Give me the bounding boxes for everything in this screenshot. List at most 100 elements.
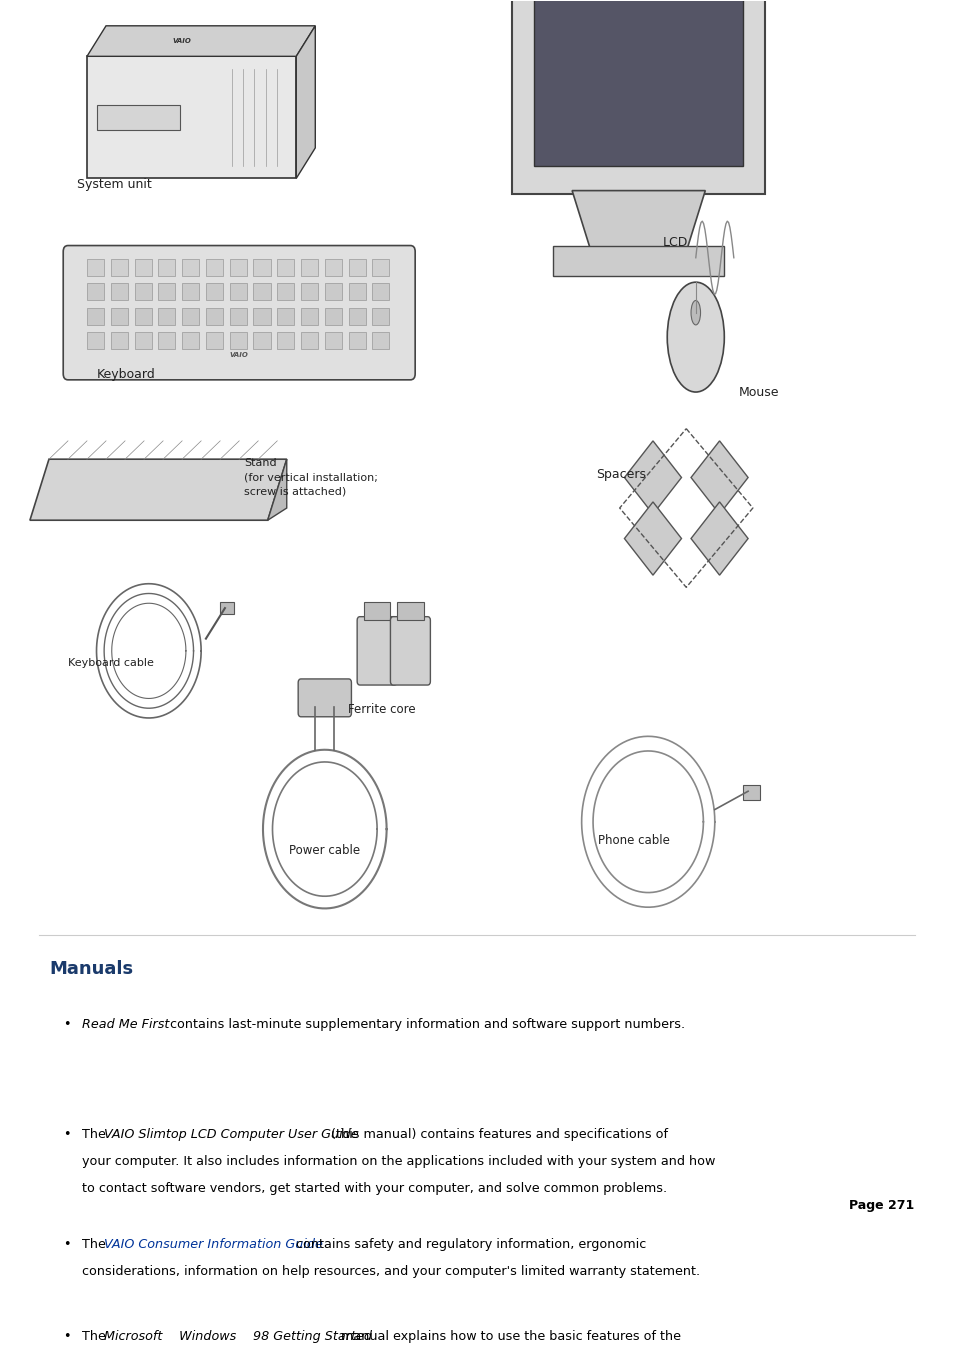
FancyBboxPatch shape (87, 308, 104, 324)
FancyBboxPatch shape (301, 259, 317, 276)
FancyBboxPatch shape (158, 284, 175, 300)
Text: System unit: System unit (77, 178, 152, 192)
FancyBboxPatch shape (372, 308, 389, 324)
FancyBboxPatch shape (253, 332, 271, 350)
Polygon shape (690, 440, 747, 515)
FancyBboxPatch shape (158, 259, 175, 276)
FancyBboxPatch shape (220, 603, 234, 615)
Text: LCD: LCD (661, 236, 687, 249)
Polygon shape (87, 26, 314, 57)
Polygon shape (690, 503, 747, 576)
FancyBboxPatch shape (348, 308, 365, 324)
Polygon shape (296, 26, 314, 178)
FancyBboxPatch shape (87, 259, 104, 276)
Text: The: The (82, 1238, 110, 1251)
FancyBboxPatch shape (134, 308, 152, 324)
Text: (this manual) contains features and specifications of: (this manual) contains features and spec… (326, 1128, 667, 1142)
FancyBboxPatch shape (96, 105, 180, 130)
FancyBboxPatch shape (277, 284, 294, 300)
FancyBboxPatch shape (372, 284, 389, 300)
Text: manual explains how to use the basic features of the: manual explains how to use the basic fea… (336, 1329, 680, 1343)
Text: Ferrite core: Ferrite core (348, 704, 416, 716)
FancyBboxPatch shape (206, 259, 223, 276)
FancyBboxPatch shape (111, 308, 128, 324)
FancyBboxPatch shape (206, 284, 223, 300)
FancyBboxPatch shape (742, 785, 760, 800)
FancyBboxPatch shape (134, 259, 152, 276)
FancyBboxPatch shape (158, 332, 175, 350)
FancyBboxPatch shape (134, 332, 152, 350)
FancyBboxPatch shape (230, 332, 247, 350)
Text: Spacers: Spacers (596, 467, 645, 481)
FancyBboxPatch shape (182, 308, 199, 324)
Polygon shape (624, 503, 680, 576)
FancyBboxPatch shape (158, 308, 175, 324)
Text: VAIO: VAIO (172, 38, 192, 45)
FancyBboxPatch shape (206, 332, 223, 350)
Text: contains last-minute supplementary information and software support numbers.: contains last-minute supplementary infor… (166, 1019, 684, 1031)
Polygon shape (572, 190, 704, 251)
FancyBboxPatch shape (301, 308, 317, 324)
FancyBboxPatch shape (372, 332, 389, 350)
FancyBboxPatch shape (111, 284, 128, 300)
Text: Phone cable: Phone cable (598, 834, 669, 847)
FancyBboxPatch shape (87, 284, 104, 300)
Text: VAIO Consumer Information Guide: VAIO Consumer Information Guide (104, 1238, 323, 1251)
FancyBboxPatch shape (277, 308, 294, 324)
FancyBboxPatch shape (134, 284, 152, 300)
FancyBboxPatch shape (230, 259, 247, 276)
Text: Stand
(for vertical installation;
screw is attached): Stand (for vertical installation; screw … (244, 458, 377, 497)
Ellipse shape (666, 282, 723, 392)
FancyBboxPatch shape (298, 680, 351, 717)
FancyBboxPatch shape (390, 616, 430, 685)
FancyBboxPatch shape (253, 284, 271, 300)
FancyBboxPatch shape (277, 332, 294, 350)
FancyBboxPatch shape (363, 603, 390, 620)
Text: VAIO: VAIO (230, 353, 249, 358)
FancyBboxPatch shape (63, 246, 415, 380)
FancyBboxPatch shape (182, 332, 199, 350)
Text: The: The (82, 1329, 110, 1343)
FancyBboxPatch shape (182, 284, 199, 300)
FancyBboxPatch shape (324, 259, 341, 276)
Text: Page 271: Page 271 (848, 1200, 914, 1212)
Text: •: • (63, 1128, 71, 1142)
Text: to contact software vendors, get started with your computer, and solve common pr: to contact software vendors, get started… (82, 1182, 667, 1194)
Ellipse shape (690, 300, 700, 324)
FancyBboxPatch shape (111, 332, 128, 350)
Text: Manuals: Manuals (49, 959, 132, 978)
Text: Keyboard: Keyboard (96, 367, 155, 381)
FancyBboxPatch shape (301, 332, 317, 350)
Text: Microsoft  Windows  98 Getting Started: Microsoft Windows 98 Getting Started (104, 1329, 372, 1343)
FancyBboxPatch shape (277, 259, 294, 276)
Text: Mouse: Mouse (738, 386, 779, 399)
FancyBboxPatch shape (553, 246, 723, 276)
Text: VAIO Slimtop LCD Computer User Guide: VAIO Slimtop LCD Computer User Guide (104, 1128, 358, 1142)
Text: Keyboard cable: Keyboard cable (68, 658, 153, 667)
FancyBboxPatch shape (253, 259, 271, 276)
FancyBboxPatch shape (534, 0, 742, 166)
FancyBboxPatch shape (324, 332, 341, 350)
Polygon shape (268, 459, 287, 520)
FancyBboxPatch shape (301, 284, 317, 300)
Text: •: • (63, 1329, 71, 1343)
FancyBboxPatch shape (512, 0, 764, 195)
FancyBboxPatch shape (253, 308, 271, 324)
FancyBboxPatch shape (356, 616, 396, 685)
FancyBboxPatch shape (396, 603, 423, 620)
Text: •: • (63, 1019, 71, 1031)
Text: •: • (63, 1238, 71, 1251)
FancyBboxPatch shape (348, 284, 365, 300)
Text: considerations, information on help resources, and your computer's limited warra: considerations, information on help reso… (82, 1265, 700, 1278)
Polygon shape (30, 459, 287, 520)
Text: contains safety and regulatory information, ergonomic: contains safety and regulatory informati… (293, 1238, 646, 1251)
FancyBboxPatch shape (230, 308, 247, 324)
Text: your computer. It also includes information on the applications included with yo: your computer. It also includes informat… (82, 1155, 715, 1169)
FancyBboxPatch shape (348, 259, 365, 276)
FancyBboxPatch shape (230, 284, 247, 300)
FancyBboxPatch shape (111, 259, 128, 276)
Text: Power cable: Power cable (289, 844, 360, 857)
FancyBboxPatch shape (324, 308, 341, 324)
FancyBboxPatch shape (87, 332, 104, 350)
FancyBboxPatch shape (182, 259, 199, 276)
